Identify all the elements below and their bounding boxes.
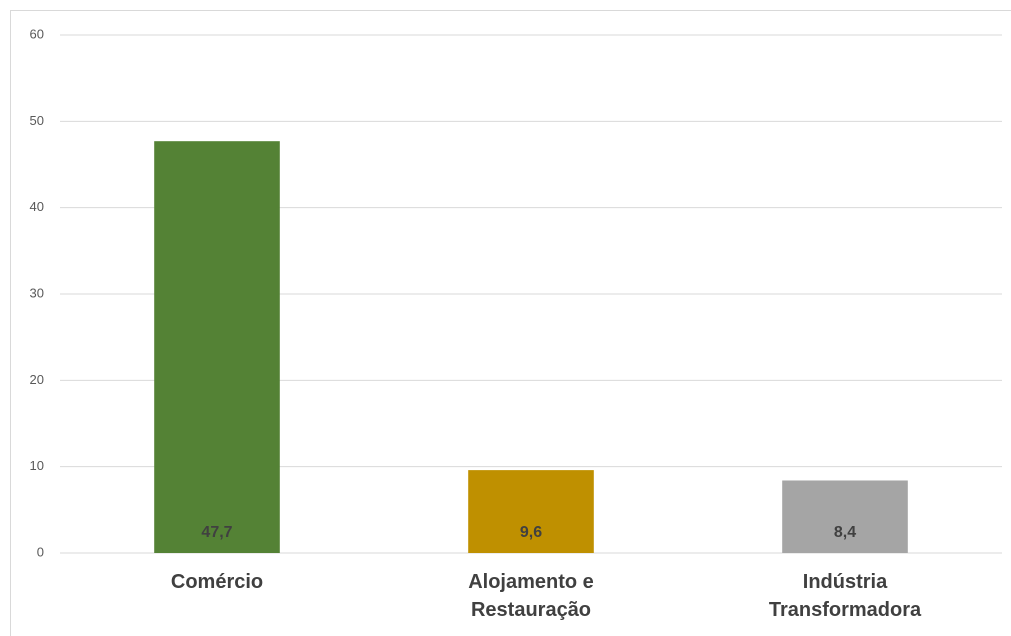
chart-border [10, 10, 1011, 636]
y-tick-label: 50 [30, 113, 44, 128]
y-tick-label: 40 [30, 199, 44, 214]
y-tick-label: 10 [30, 458, 44, 473]
bar [154, 141, 280, 553]
y-tick-label: 60 [30, 26, 44, 41]
bar [468, 470, 594, 553]
value-label: 47,7 [201, 524, 232, 541]
x-tick-label: Alojamento e Restauração [468, 571, 594, 621]
y-tick-label: 20 [30, 372, 44, 387]
y-tick-label: 0 [37, 544, 44, 559]
value-label: 8,4 [834, 524, 856, 541]
value-label: 9,6 [520, 524, 542, 541]
x-tick-label: Comércio [171, 571, 263, 593]
x-tick-label: Indústria Transformadora [769, 571, 922, 621]
y-tick-label: 30 [30, 285, 44, 300]
bar [782, 480, 908, 553]
